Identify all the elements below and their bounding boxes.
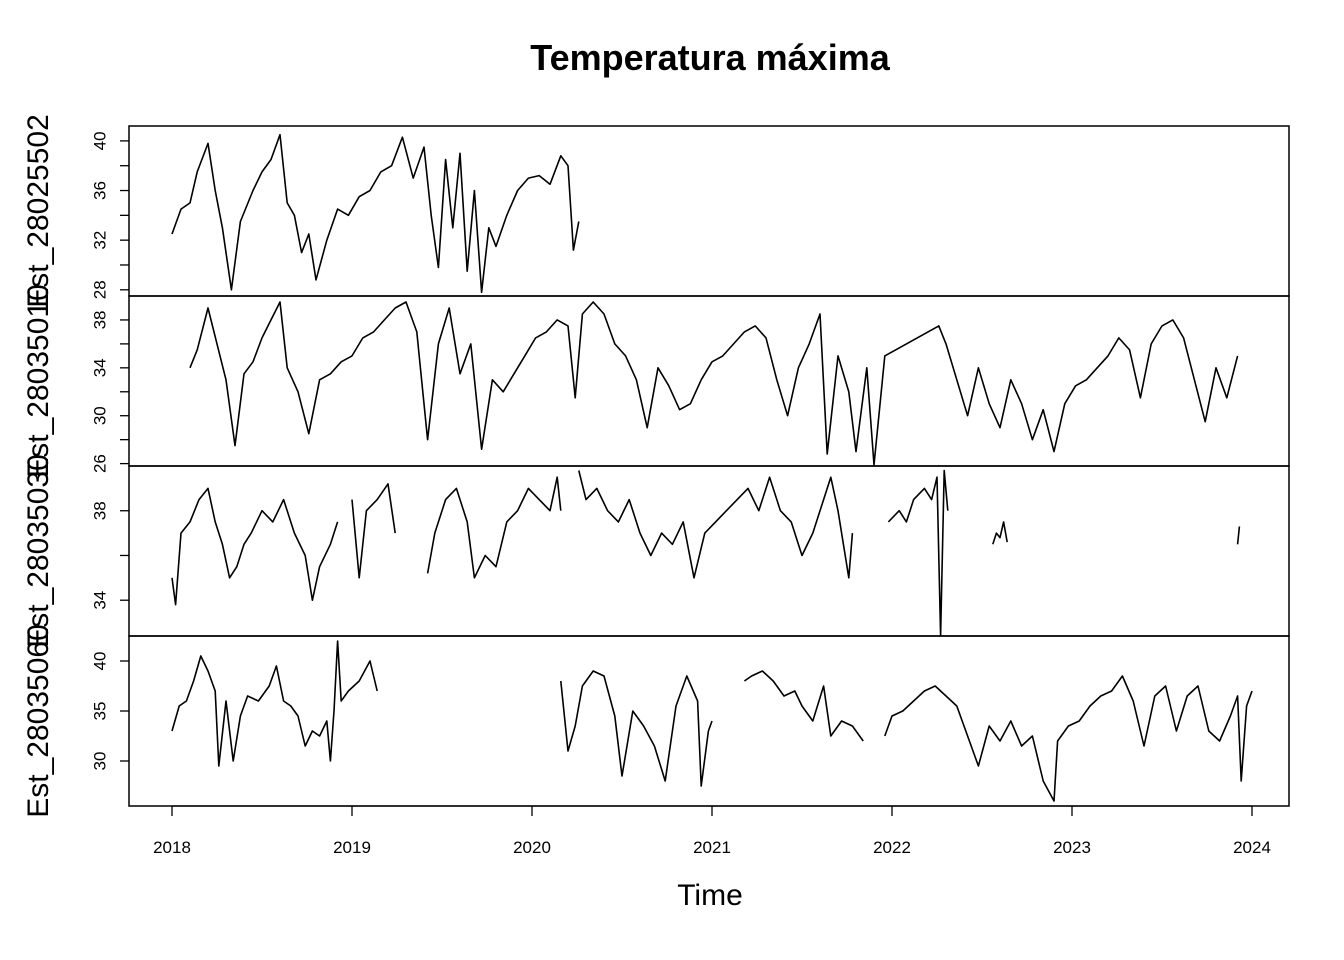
panel-1: 28 32 36 40 bbox=[90, 125, 1290, 299]
y-tick-label: 34 bbox=[90, 358, 109, 377]
series-segment bbox=[171, 133, 580, 294]
x-tick-label: 2019 bbox=[333, 838, 371, 857]
series-label: Est_28035030 bbox=[22, 454, 55, 648]
series-line-4 bbox=[171, 640, 1253, 802]
series-label: Est_28025502 bbox=[22, 114, 55, 308]
x-axis: 2018 2019 2020 2021 2022 2023 2024 bbox=[153, 805, 1271, 857]
panel-4: 30 35 40 bbox=[90, 635, 1290, 807]
x-tick-label: 2020 bbox=[513, 838, 551, 857]
y-tick-label: 30 bbox=[90, 752, 109, 771]
series-segment bbox=[1236, 526, 1241, 545]
y-tick-label: 34 bbox=[90, 591, 109, 610]
x-tick-label: 2021 bbox=[693, 838, 731, 857]
panel-frame bbox=[128, 635, 1290, 807]
y-tick-label: 38 bbox=[90, 310, 109, 329]
chart-panels: 28 32 36 40 26 30 34 38 34 38 30 35 40 bbox=[90, 125, 1290, 807]
series-line-1 bbox=[171, 133, 580, 294]
x-tick-label: 2023 bbox=[1053, 838, 1091, 857]
y-tick-label: 40 bbox=[90, 131, 109, 150]
y-tick-label: 36 bbox=[90, 181, 109, 200]
y-tick-label: 40 bbox=[90, 652, 109, 671]
x-tick-label: 2018 bbox=[153, 838, 191, 857]
x-tick-label: 2024 bbox=[1233, 838, 1271, 857]
series-segment bbox=[884, 675, 1253, 802]
series-segment bbox=[992, 521, 1008, 545]
chart-title: Temperatura máxima bbox=[530, 37, 890, 78]
series-segment bbox=[887, 469, 949, 636]
panel-frame bbox=[128, 295, 1290, 467]
series-segment bbox=[560, 670, 713, 787]
panel-3: 34 38 bbox=[90, 465, 1290, 637]
series-line-3 bbox=[171, 469, 1241, 636]
series-segment bbox=[189, 301, 1239, 466]
panel-frame bbox=[128, 125, 1290, 297]
series-segment bbox=[426, 476, 562, 579]
series-label: Est_28035010 bbox=[22, 284, 55, 478]
y-tick-label: 30 bbox=[90, 406, 109, 425]
x-tick-label: 2022 bbox=[873, 838, 911, 857]
series-segment bbox=[171, 640, 378, 767]
y-tick-label: 35 bbox=[90, 702, 109, 721]
y-tick-label: 28 bbox=[90, 280, 109, 299]
y-tick-label: 32 bbox=[90, 231, 109, 250]
series-segment bbox=[743, 670, 864, 742]
series-label: Est_28035060 bbox=[22, 624, 55, 818]
series-segment bbox=[578, 470, 854, 579]
y-tick-label: 26 bbox=[90, 454, 109, 473]
series-segment bbox=[351, 483, 396, 579]
x-axis-title: Time bbox=[677, 879, 743, 912]
y-tick-label: 38 bbox=[90, 501, 109, 520]
panel-2: 26 30 34 38 bbox=[90, 295, 1290, 473]
series-segment bbox=[171, 487, 339, 606]
panel-labels: Est_28025502Est_28035010Est_28035030Est_… bbox=[22, 114, 55, 818]
series-line-2 bbox=[189, 301, 1239, 466]
